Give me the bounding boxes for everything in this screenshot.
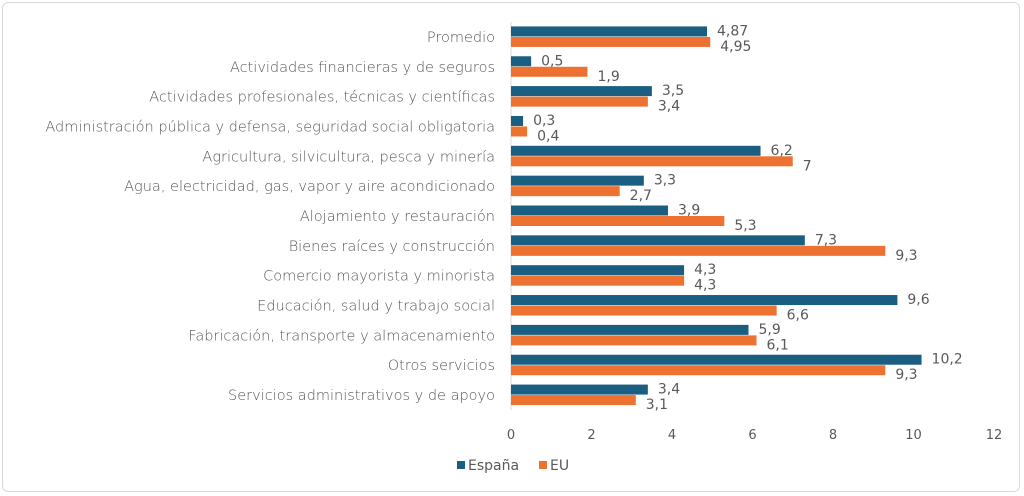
bar-eu bbox=[511, 216, 725, 226]
data-label-espana: 7,3 bbox=[815, 232, 837, 248]
bar-espana bbox=[511, 295, 898, 306]
data-label-eu: 0,4 bbox=[537, 128, 559, 144]
x-tick-label: 2 bbox=[587, 428, 595, 443]
data-label-eu: 4,95 bbox=[720, 39, 751, 55]
legend-swatch-espana bbox=[457, 461, 465, 469]
bar-espana bbox=[511, 56, 532, 67]
data-label-espana: 3,9 bbox=[678, 203, 700, 219]
bar-eu bbox=[511, 96, 648, 107]
bar-espana bbox=[511, 26, 708, 37]
bar-espana bbox=[511, 115, 524, 126]
data-label-eu: 7 bbox=[803, 158, 812, 174]
category-label: Otros servicios bbox=[388, 358, 495, 374]
bar-eu bbox=[511, 365, 886, 376]
bar-espana bbox=[511, 354, 922, 365]
data-label-espana: 10,2 bbox=[932, 352, 963, 368]
category-label: Bienes raíces y construcción bbox=[289, 239, 495, 255]
bar-espana bbox=[511, 205, 668, 216]
bar-eu bbox=[511, 275, 685, 286]
category-label: Comercio mayorista y minorista bbox=[263, 269, 495, 285]
data-label-espana: 4,3 bbox=[694, 262, 716, 278]
bar-eu bbox=[511, 245, 886, 256]
category-label: Promedio bbox=[427, 30, 495, 46]
data-label-espana: 3,4 bbox=[658, 382, 680, 398]
data-label-espana: 0,5 bbox=[541, 53, 563, 69]
bar-espana bbox=[511, 384, 648, 395]
bar-eu bbox=[511, 66, 588, 77]
x-tick-label: 4 bbox=[668, 428, 676, 443]
bar-eu bbox=[511, 395, 636, 406]
data-label-eu: 6,1 bbox=[767, 337, 789, 353]
bar-espana bbox=[511, 265, 685, 276]
bar-eu bbox=[511, 156, 793, 167]
data-label-espana: 0,3 bbox=[533, 113, 555, 129]
bar-eu bbox=[511, 126, 528, 137]
data-label-eu: 3,1 bbox=[646, 397, 668, 413]
category-label: Administración pública y defensa, seguri… bbox=[45, 119, 495, 135]
data-label-eu: 2,7 bbox=[630, 188, 652, 204]
legend-swatch-eu bbox=[539, 461, 547, 469]
category-label: Fabricación, transporte y almacenamiento bbox=[188, 328, 495, 344]
data-label-eu: 9,3 bbox=[895, 248, 917, 264]
bar-eu bbox=[511, 335, 757, 346]
category-label: Actividades profesionales, técnicas y ci… bbox=[149, 90, 495, 106]
x-tick-label: 12 bbox=[986, 428, 1003, 443]
data-label-espana: 3,3 bbox=[654, 173, 676, 189]
bar-espana bbox=[511, 145, 761, 156]
data-label-espana: 9,6 bbox=[907, 292, 929, 308]
x-tick-label: 6 bbox=[748, 428, 756, 443]
category-label: Educación, salud y trabajo social bbox=[257, 299, 495, 315]
category-label: Agricultura, silvicultura, pesca y miner… bbox=[202, 149, 495, 165]
data-label-eu: 5,3 bbox=[734, 218, 756, 234]
legend-label-espana: España bbox=[468, 458, 519, 474]
data-label-eu: 1,9 bbox=[597, 69, 619, 85]
category-label: Alojamiento y restauración bbox=[300, 209, 495, 225]
category-label: Servicios administrativos y de apoyo bbox=[228, 388, 495, 404]
legend-label-eu: EU bbox=[550, 458, 569, 474]
data-label-eu: 6,6 bbox=[787, 308, 809, 324]
data-label-eu: 3,4 bbox=[658, 99, 680, 115]
category-label: Actividades financieras y de seguros bbox=[230, 60, 495, 76]
bar-espana bbox=[511, 86, 652, 97]
bar-espana bbox=[511, 324, 749, 335]
data-label-eu: 4,3 bbox=[694, 278, 716, 294]
bar-espana bbox=[511, 175, 644, 186]
category-label: Agua, electricidad, gas, vapor y aire ac… bbox=[124, 179, 495, 195]
bar-eu bbox=[511, 305, 777, 316]
x-tick-label: 8 bbox=[829, 428, 837, 443]
bar-espana bbox=[511, 235, 805, 246]
data-label-espana: 5,9 bbox=[758, 322, 780, 338]
x-tick-label: 10 bbox=[905, 428, 922, 443]
bar-eu bbox=[511, 186, 620, 197]
x-tick-label: 0 bbox=[507, 428, 515, 443]
data-label-espana: 4,87 bbox=[717, 23, 748, 39]
bar-eu bbox=[511, 36, 711, 47]
data-label-espana: 3,5 bbox=[662, 83, 684, 99]
data-label-espana: 6,2 bbox=[771, 143, 793, 159]
data-label-eu: 9,3 bbox=[895, 367, 917, 383]
